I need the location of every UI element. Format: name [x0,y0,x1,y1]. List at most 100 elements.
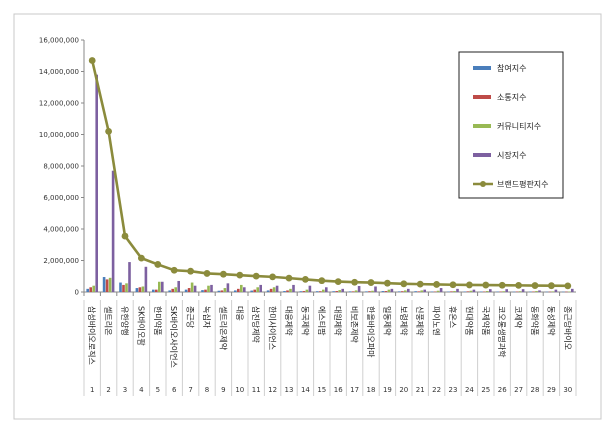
bar [177,280,180,292]
bar [240,284,243,292]
x-rank-label: 24 [465,386,474,394]
legend-label: 참여지수 [497,63,526,73]
bar [86,288,89,292]
bar [275,285,279,292]
legend-swatch-marker [480,181,486,187]
line-point [285,274,293,282]
y-tick-label: 4,000,000 [43,226,79,234]
line-point [498,281,506,289]
bar [128,262,131,292]
bar [538,290,541,292]
bar [237,288,240,292]
x-category-label: 삼진당제약 [251,306,261,343]
x-rank-label: 21 [416,386,425,394]
bar [144,266,148,292]
line-point [302,276,309,283]
legend-label: 시장지수 [497,150,526,160]
bar [283,291,286,292]
line-point [384,279,391,287]
bar [351,291,355,292]
x-rank-label: 8 [205,386,209,394]
bar [453,291,456,292]
bar [190,282,194,292]
bar [348,291,352,292]
legend-swatch [473,95,491,99]
x-rank-label: 3 [123,386,127,394]
bar [420,290,423,292]
bar [472,289,476,292]
bar [141,286,145,292]
bar [387,289,391,292]
bar [398,291,401,292]
bar [322,289,325,292]
line-point [548,282,555,290]
legend-label: 소통지수 [497,93,526,102]
bar [518,291,522,292]
bar [223,288,227,292]
x-rank-label: 23 [449,386,458,394]
bar [102,277,106,292]
legend-swatch [473,66,491,70]
bar [407,288,410,292]
bar [554,289,558,292]
x-category-label: 비보존제약 [350,306,360,343]
x-category-label: 동국제약 [300,306,310,336]
x-category-label: 에스티팜 [317,306,327,336]
bar [532,291,535,293]
x-axis: 삼성바이오로직스 1 셀트리온 2 유한양행 3 SK바이오팜 4 한미약품 5 SK바이오사이언스… [83,291,577,396]
bar [436,290,440,292]
x-category-label: 삼성바이오로직스 [87,306,97,365]
line-point [88,57,96,64]
bar [105,279,109,292]
line-point [466,281,473,289]
line-point [433,281,440,288]
bar [299,291,303,292]
x-category-label: 코제약 [514,306,524,329]
y-tick-label: 2,000,000 [43,257,79,265]
x-rank-label: 11 [252,386,261,394]
bar [152,289,155,292]
bar [562,291,565,293]
x-category-label: 대웅제약 [284,306,294,336]
line-point [138,254,145,262]
bar-series-group [86,74,574,293]
x-category-label: 휴온스 [448,306,457,328]
bar [187,288,191,292]
bar [450,291,453,292]
bar [292,284,295,292]
bar [174,287,177,292]
x-rank-label: 30 [563,386,572,394]
x-category-label: 종근당바이오 [563,306,573,350]
bar [234,290,237,292]
x-category-label: SK바이오사이언스 [169,306,179,368]
bar [341,288,344,292]
bar [548,291,552,293]
bar [89,287,92,292]
line-point [105,127,112,135]
bar [138,287,142,292]
bar [417,291,420,292]
bar [119,282,122,292]
bar [286,290,289,292]
x-rank-label: 29 [547,386,556,394]
x-rank-label: 22 [432,386,441,394]
bar [243,287,246,292]
x-rank-label: 20 [399,386,408,394]
x-rank-label: 1 [90,386,94,394]
y-tick-label: 10,000,000 [39,131,79,139]
line-point [334,278,342,286]
bar [430,291,434,293]
x-category-label: 유한양행 [120,306,130,335]
x-rank-label: 12 [268,386,277,394]
line-point [449,281,457,289]
line-point [482,281,490,289]
line-point [170,266,178,274]
x-category-label: 한올바이오파마 [366,306,376,358]
line-point [252,272,260,280]
x-rank-label: 6 [172,386,177,394]
line-point [236,271,244,279]
x-rank-label: 2 [106,386,110,394]
x-rank-label: 26 [498,386,507,394]
bar [272,287,276,292]
bar [571,288,574,292]
